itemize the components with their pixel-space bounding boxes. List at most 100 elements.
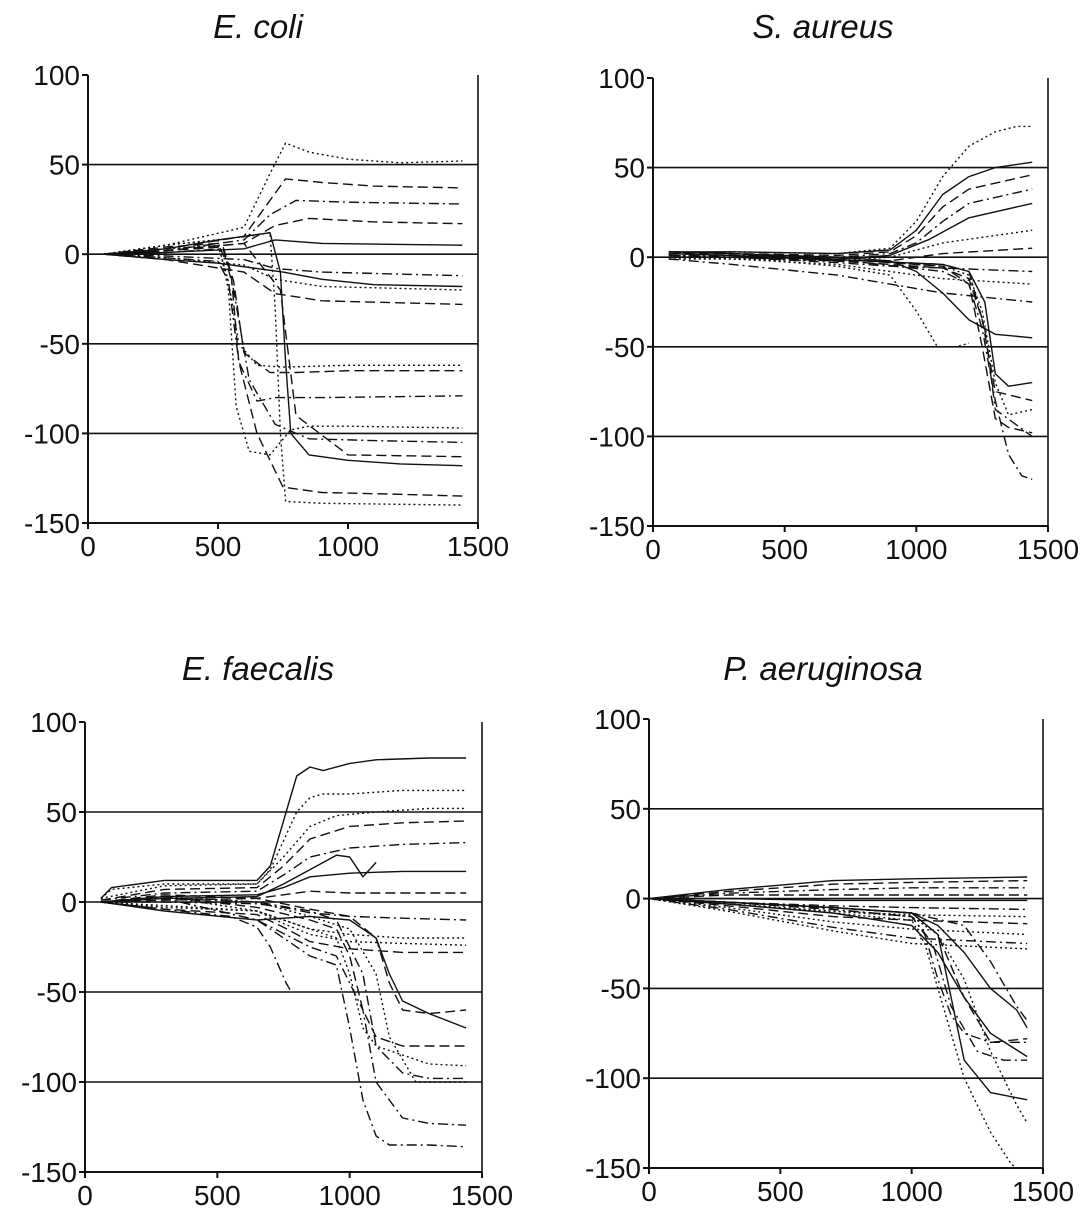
x-tick-label: 500 [194,1180,241,1210]
series-line-11 [103,231,463,506]
series-line-9 [103,253,463,306]
series-line-1 [668,125,1033,255]
series-line-19 [648,897,1028,1101]
series-line-17 [103,231,463,467]
chart-title: P. aeruginosa [723,650,923,687]
series-line-8 [100,890,467,903]
series-line-9 [648,897,1028,936]
y-tick-label: 0 [64,239,80,270]
y-tick-label: 100 [594,704,641,735]
y-tick-label: -150 [24,508,80,539]
series-line-18 [648,897,1028,1043]
series-line-14 [668,251,1033,481]
y-tick-label: 50 [46,797,77,828]
series-line-13 [100,901,293,993]
y-tick-label: 0 [629,242,645,273]
series-line-13 [668,251,1033,434]
series-line-3 [100,807,467,900]
y-tick-label: -100 [24,418,80,449]
series-line-3 [648,887,1028,900]
series-line-3 [668,174,1033,257]
series-line-12 [103,242,463,497]
series-line-7 [648,897,1028,918]
series-line-6 [668,229,1033,262]
series-line-6 [100,870,467,903]
chart-panel-e-coli: E. coli -150 -100 -50 0 50 100 0 500 1000 1500 [0,0,520,590]
series-line-10 [648,897,1028,945]
series-line-16 [103,248,463,444]
y-tick-label: -50 [37,977,77,1008]
series-line-5 [100,841,467,901]
series-line-18 [103,242,463,458]
series-line-4 [668,188,1033,258]
series-line-2 [648,879,1028,900]
x-tick-label: 500 [761,534,808,565]
y-tick-label: 50 [610,794,641,825]
series-line-15 [648,897,1028,1124]
x-tick-label: 1000 [885,534,947,565]
y-tick-label: -150 [589,511,645,542]
series-line-4 [100,820,467,901]
series-line-2 [103,178,463,255]
chart-panel-e-faecalis: E. faecalis -150 -100 -50 0 50 100 0 500 1000 150… [0,610,520,1210]
y-tick-label: -150 [585,1153,641,1184]
x-tick-label: 1500 [451,1180,513,1210]
series-line-5 [103,239,463,255]
y-tick-label: -100 [585,1063,641,1094]
chart-title: S. aureus [752,8,894,45]
series-line-9 [100,901,467,921]
x-tick-label: 500 [757,1176,804,1207]
series-line-20 [100,894,467,1015]
series-line-12 [100,901,467,946]
series-line-14 [648,897,1018,1169]
series-line-18 [668,254,1033,437]
series-line-1 [100,757,467,899]
y-tick-label: -100 [21,1067,77,1098]
y-tick-label: -100 [589,421,645,452]
series-line-9 [668,256,1033,285]
series-line-10 [100,901,467,939]
chart-panel-p-aeruginosa: P. aeruginosa -150 -100 -50 0 50 100 0 500 1000 1… [565,610,1085,1207]
series-line-15 [668,251,1033,416]
y-tick-label: 100 [30,707,77,738]
y-tick-label: -150 [21,1157,77,1188]
y-tick-label: 50 [614,153,645,184]
series-line-6 [648,897,1028,911]
x-tick-label: 0 [80,531,96,562]
series-line-11 [100,901,467,954]
y-tick-label: 100 [33,60,80,91]
x-tick-label: 1000 [319,1180,381,1210]
series-line-11 [668,254,970,348]
series-line-16 [100,895,467,1067]
series-line-5 [649,897,1028,902]
series-line-18 [100,897,467,1080]
series-line-4 [648,894,1028,900]
y-tick-label: 0 [625,884,641,915]
series-line-16 [668,252,1033,402]
series-line-10 [103,239,463,456]
x-tick-label: 500 [195,531,242,562]
series-line-7 [100,854,377,903]
series-line-20 [648,897,1028,1022]
series-line-6 [103,253,463,277]
y-tick-label: -50 [605,332,645,363]
series-line-14 [103,244,463,368]
series-line-21 [100,895,467,1083]
y-tick-label: -50 [40,329,80,360]
series-line-15 [100,897,467,1126]
series-line-11 [648,897,1028,950]
series-line-16 [648,897,1028,1043]
chart-title: E. coli [213,8,303,45]
y-tick-label: 50 [49,150,80,181]
x-tick-label: 1500 [447,531,509,562]
series-line-1 [103,142,463,255]
y-tick-label: -50 [601,973,641,1004]
series-line-14 [100,897,467,1148]
chart-title: E. faecalis [181,650,335,687]
series-line-4 [103,217,463,255]
series-line-7 [103,253,463,291]
y-tick-label: 100 [598,63,645,94]
series-line-7 [668,247,1033,262]
